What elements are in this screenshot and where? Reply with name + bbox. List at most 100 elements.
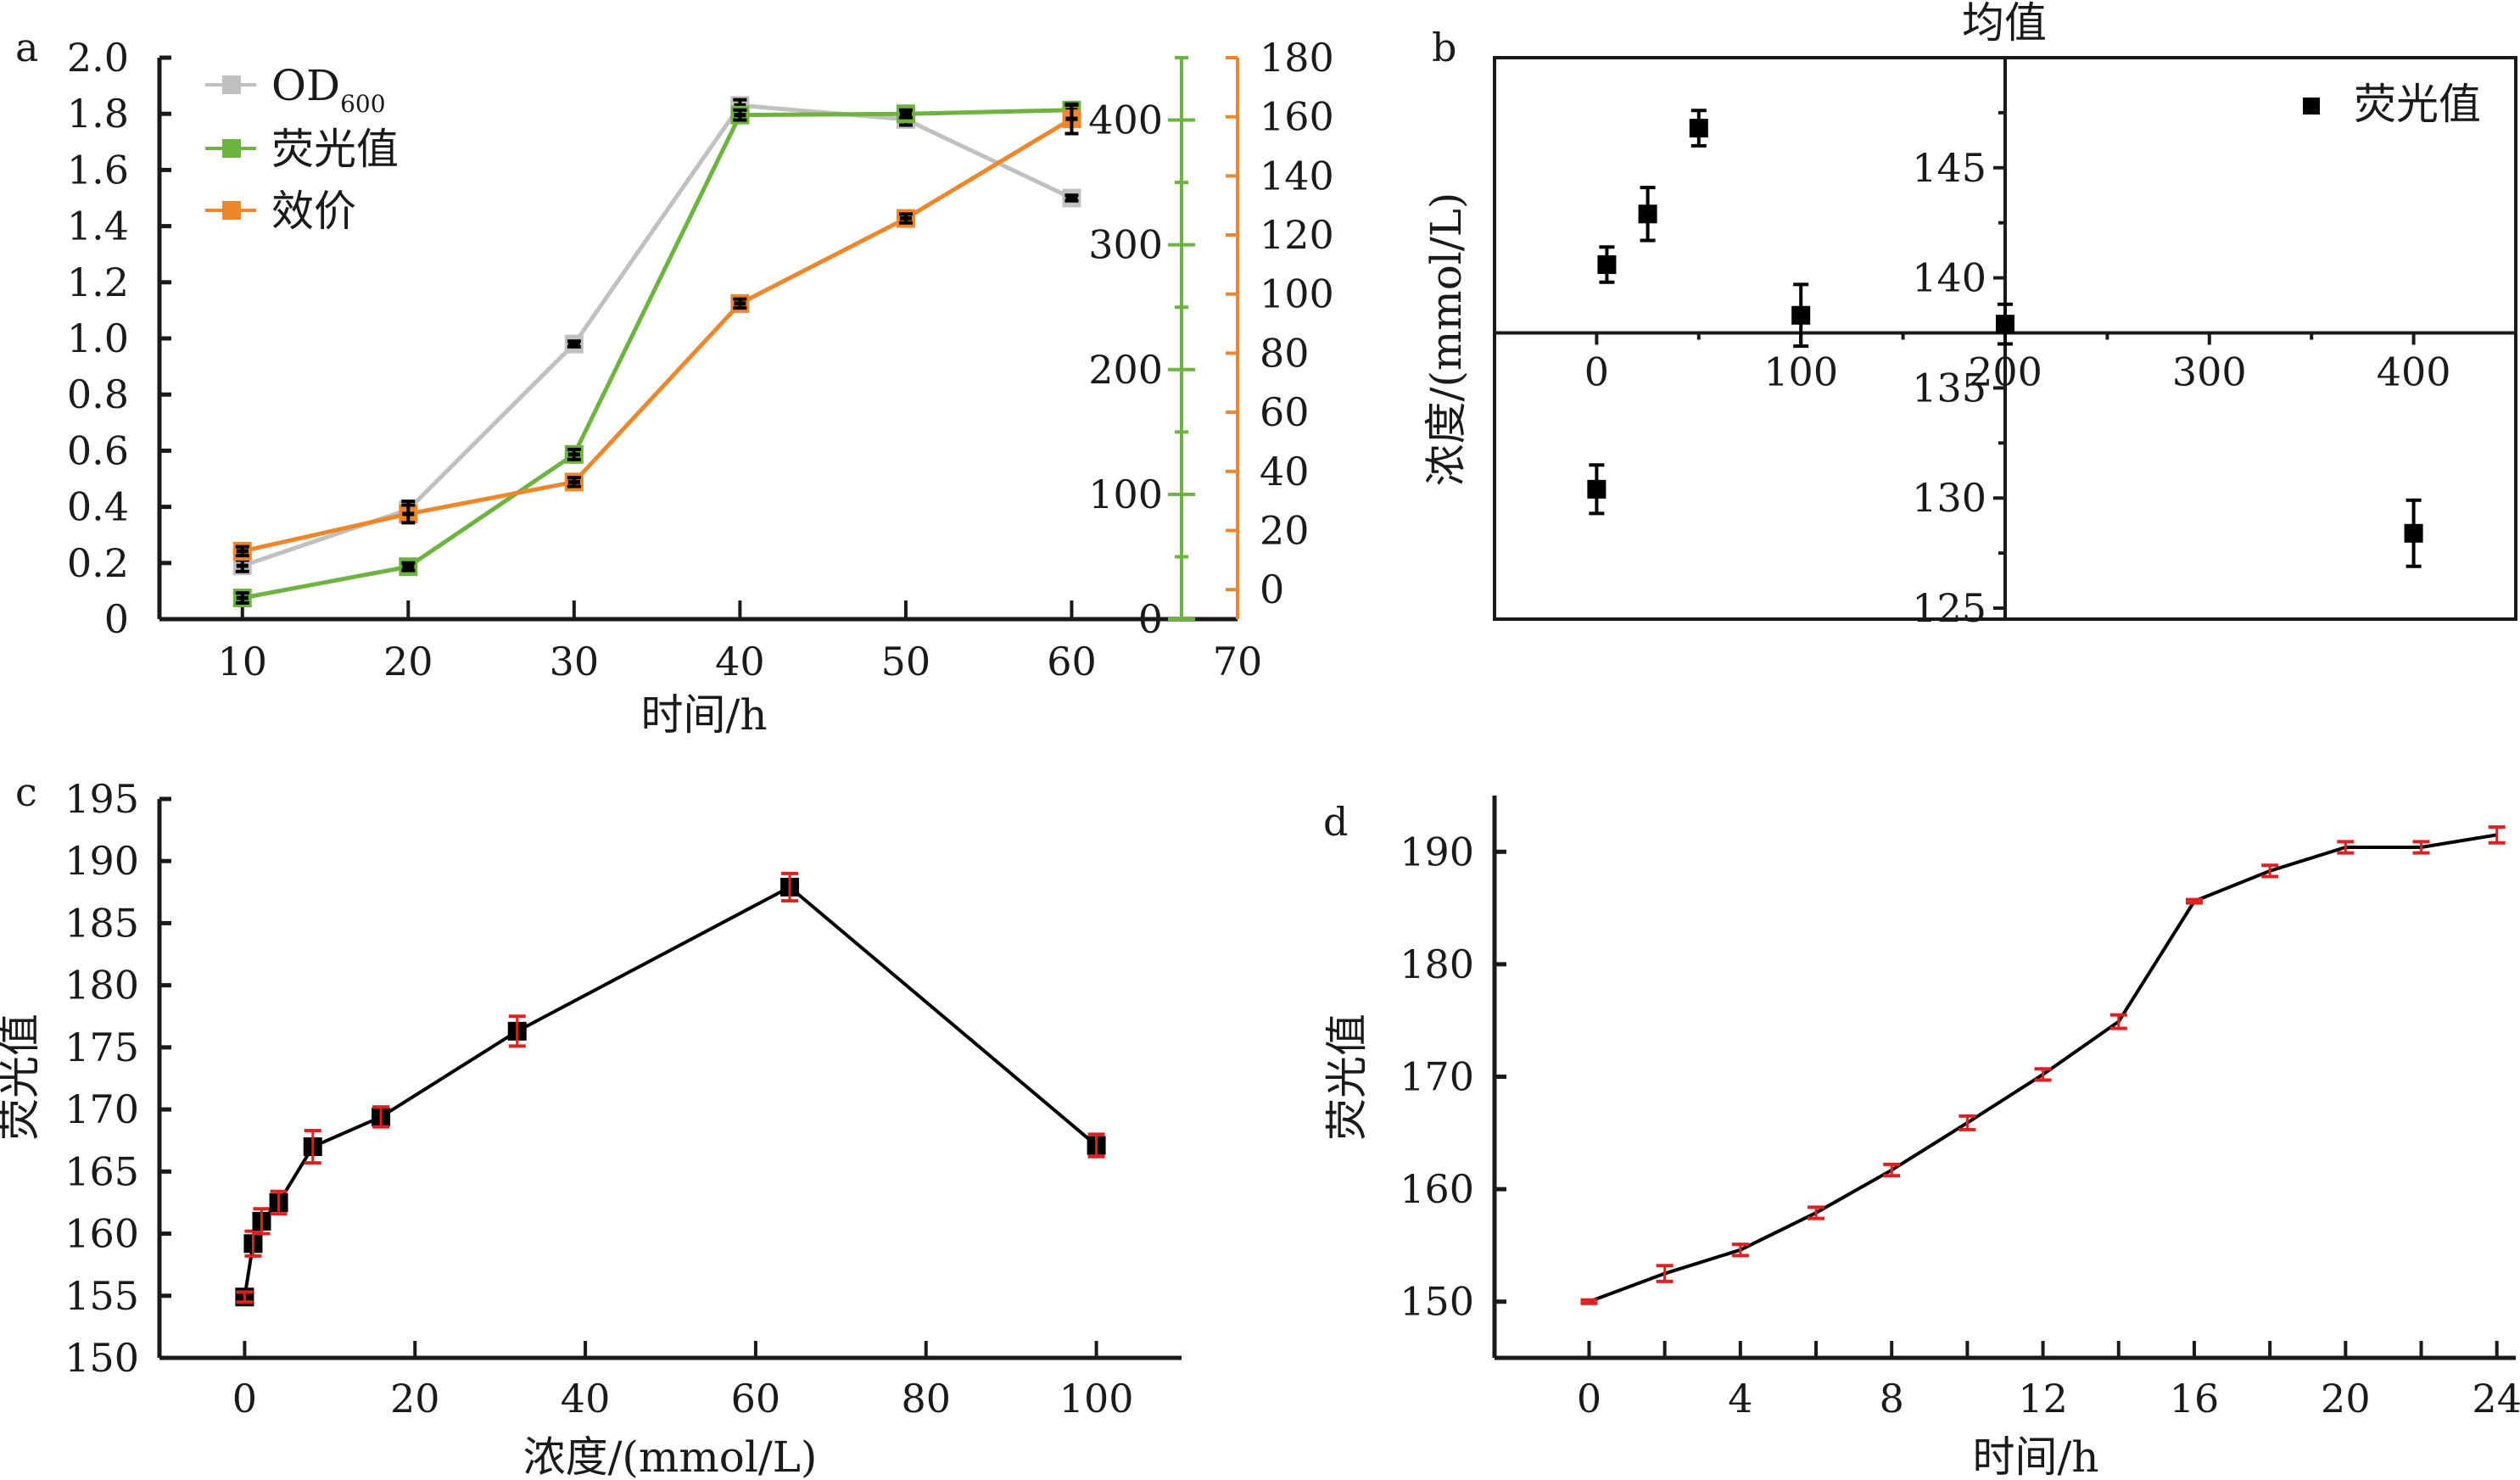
- panel-a-fluorescence-tick-label: 100: [1088, 472, 1163, 517]
- panel-d-x-axis-title: 时间/h: [1972, 1433, 2098, 1480]
- panel-d-y-tick-label: 170: [1400, 1054, 1474, 1100]
- panel-a-left-tick-label: 1.8: [67, 91, 129, 137]
- panel-a-left-tick-label: 2.0: [67, 35, 129, 81]
- panel-b-x-tick-label: 400: [2377, 349, 2451, 395]
- panel-a-x-tick-label: 50: [881, 639, 931, 684]
- panel-d-y-tick-label: 190: [1400, 829, 1474, 874]
- panel-b-x-tick-label: 0: [1584, 349, 1609, 395]
- panel-b-x-tick-label: 100: [1763, 349, 1838, 395]
- panel-c-x-axis-title: 浓度/(mmol/L): [523, 1433, 818, 1480]
- panel-d-x-tick-label: 8: [1880, 1376, 1904, 1421]
- panel-b-legend-label: 荧光值: [2354, 80, 2481, 129]
- panel-a-x-tick-label: 40: [715, 639, 765, 684]
- panel-c-x-tick-label: 40: [561, 1376, 611, 1421]
- panel-a: 0 0.2 0.4 0.6 0.8 1.0 1.2 1.4 1.6 1.8 2.0 10 20 30 40 5…: [67, 35, 1334, 684]
- panel-d-x-tick-label: 0: [1577, 1376, 1601, 1421]
- panel-d-x-tick-label: 20: [2321, 1376, 2371, 1421]
- panel-a-x-tick-label: 60: [1047, 639, 1097, 684]
- panel-a-left-tick-label: 0.4: [67, 484, 129, 530]
- panel-b-data-point: [1597, 255, 1617, 275]
- panel-b-y-tick-label: 145: [1912, 145, 1986, 191]
- panel-a-titer-tick-label: 0: [1260, 567, 1284, 612]
- panel-c-x-tick-label: 100: [1059, 1376, 1134, 1421]
- panel-b-data-point: [1996, 315, 2014, 334]
- panel-b-y-tick-label: 130: [1912, 475, 1986, 521]
- legend-label-main: OD: [271, 61, 340, 110]
- panel-letter-a: a: [15, 25, 38, 70]
- panel-b-data-point: [1638, 204, 1657, 224]
- panel-c-x-tick-label: 0: [232, 1376, 257, 1421]
- panel-b-y-tick-label: 125: [1912, 585, 1986, 631]
- panel-letter-b: b: [1432, 25, 1456, 70]
- panel-a-left-tick-label: 0: [104, 596, 129, 642]
- panel-a-fluorescence-tick-label: 300: [1088, 222, 1163, 268]
- panel-a-left-tick-label: 1.0: [67, 316, 129, 361]
- panel-c-x-tick-label: 20: [390, 1376, 440, 1421]
- panel-c-y-axis-title: 荧光值: [0, 1014, 44, 1141]
- panel-c-y-tick-label: 185: [64, 900, 139, 946]
- panel-c-y-tick-label: 180: [64, 963, 139, 1008]
- panel-a-titer-tick-label: 20: [1260, 507, 1310, 553]
- panel-a-titer-tick-label: 140: [1260, 153, 1334, 198]
- panel-b-data-point: [2404, 523, 2423, 543]
- panel-c-x-tick-label: 60: [731, 1376, 781, 1421]
- panel-a-left-tick-label: 1.2: [67, 260, 129, 305]
- panel-c-y-tick-label: 170: [64, 1086, 139, 1132]
- panel-d-y-tick-label: 160: [1400, 1166, 1474, 1212]
- panel-a-titer-tick-label: 80: [1260, 330, 1310, 376]
- panel-a-left-tick-label: 0.2: [67, 540, 129, 586]
- panel-letter-c: c: [15, 769, 37, 815]
- panel-c-y-tick-label: 150: [64, 1335, 139, 1381]
- panel-b-data-point: [1587, 479, 1606, 499]
- panel-d-y-tick-label: 150: [1400, 1279, 1474, 1325]
- panel-a-titer-tick-label: 40: [1260, 449, 1310, 494]
- panel-d: 150 160 170 180 190 0 4 8 12 16 20 24: [1400, 796, 2520, 1421]
- panel-c-series-line: [243, 885, 1098, 1298]
- panel-b-data-point: [1791, 305, 1811, 325]
- panel-c-y-tick-label: 155: [64, 1273, 139, 1319]
- panel-a-legend-swatch-marker: [222, 75, 241, 94]
- panel-c: 150 155 160 165 170 175 180 185 190 195 0 20 40 60 80 1…: [64, 776, 1182, 1421]
- panel-b-x-tick-label: 300: [2172, 349, 2247, 395]
- panel-a-series-line-2: [242, 116, 1073, 554]
- panel-a-fluorescence-tick-label: 200: [1088, 347, 1163, 393]
- panel-c-y-tick-label: 175: [64, 1025, 139, 1070]
- panel-b-data-point: [1689, 119, 1708, 138]
- panel-a-titer-tick-label: 60: [1260, 389, 1310, 435]
- panel-a-left-tick-label: 0.8: [67, 371, 129, 417]
- panel-b-title: 均值: [1962, 0, 2047, 47]
- panel-d-y-tick-label: 180: [1400, 941, 1474, 987]
- panel-a-series-line-0: [241, 103, 1073, 568]
- panel-a-titer-tick-label: 120: [1260, 212, 1334, 258]
- panel-d-x-tick-label: 24: [2472, 1376, 2520, 1421]
- panel-a-titer-tick-label: 180: [1260, 35, 1334, 81]
- panel-c-y-tick-label: 160: [64, 1211, 139, 1257]
- panel-c-y-tick-label: 190: [64, 838, 139, 884]
- panel-a-legend-label: OD600: [271, 61, 386, 118]
- panel-a-left-tick-label: 0.6: [67, 427, 129, 473]
- panel-d-x-tick-label: 12: [2018, 1376, 2068, 1421]
- panel-a-left-tick-label: 1.6: [67, 147, 129, 193]
- panel-a-x-tick-label: 10: [217, 639, 267, 684]
- panel-a-fluorescence-tick-label: 400: [1088, 98, 1163, 143]
- panel-a-left-tick-label: 1.4: [67, 204, 129, 249]
- panel-a-legend-swatch-marker: [222, 201, 241, 220]
- panel-a-x-axis-title: 时间/h: [640, 690, 767, 740]
- panel-a-series-line-1: [242, 108, 1072, 600]
- panel-a-legend-label: 荧光值: [271, 125, 399, 174]
- panel-c-x-tick-label: 80: [901, 1376, 951, 1421]
- panel-a-x-tick-label: 30: [550, 639, 600, 684]
- panel-a-fluorescence-tick-label: 0: [1138, 596, 1163, 642]
- panel-letter-d: d: [1323, 799, 1348, 845]
- panel-d-x-tick-label: 16: [2170, 1376, 2220, 1421]
- panel-c-y-tick-label: 165: [64, 1148, 139, 1194]
- legend-label-subscript: 600: [340, 90, 385, 118]
- panel-a-titer-tick-label: 100: [1260, 271, 1334, 317]
- panel-a-titer-tick-label: 160: [1260, 94, 1334, 140]
- panel-a-x-tick-label: 20: [383, 639, 433, 684]
- panel-a-legend-swatch-marker: [222, 139, 241, 158]
- panel-b-y-tick-label: 135: [1912, 365, 1986, 410]
- panel-b-legend-marker: [2303, 98, 2320, 114]
